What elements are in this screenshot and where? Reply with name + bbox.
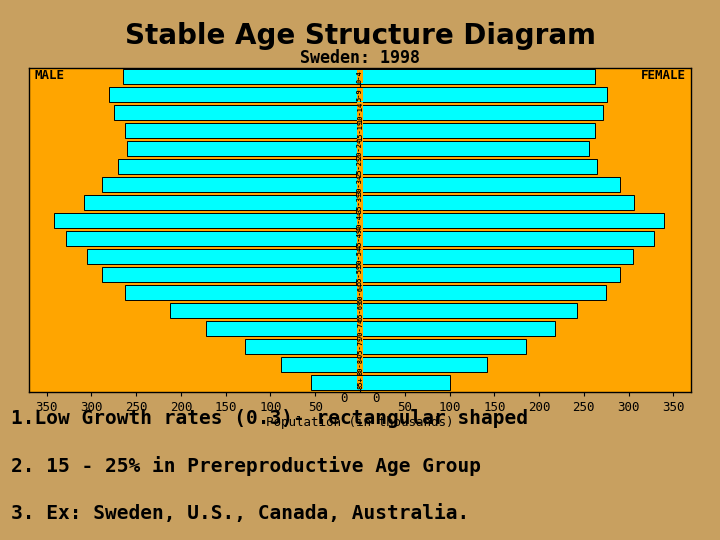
Bar xyxy=(360,339,526,354)
Bar xyxy=(125,123,360,138)
Text: 80-84: 80-84 xyxy=(357,354,363,375)
Text: 35-39: 35-39 xyxy=(357,192,363,213)
Bar xyxy=(360,267,620,282)
Bar xyxy=(114,105,360,120)
Bar xyxy=(360,357,487,372)
Text: 50-54: 50-54 xyxy=(357,246,363,267)
Text: 20-24: 20-24 xyxy=(357,138,363,159)
Bar xyxy=(360,375,449,390)
Bar xyxy=(360,177,620,192)
Text: 3. Ex: Sweden, U.S., Canada, Australia.: 3. Ex: Sweden, U.S., Canada, Australia. xyxy=(11,504,469,523)
X-axis label: Population (in thousands): Population (in thousands) xyxy=(266,416,454,429)
Text: 30-34: 30-34 xyxy=(357,174,363,195)
Bar xyxy=(109,87,360,102)
Bar xyxy=(118,159,360,174)
Bar xyxy=(127,141,360,156)
Bar xyxy=(311,375,360,390)
Text: 60-64: 60-64 xyxy=(357,282,363,303)
Text: 25-29: 25-29 xyxy=(357,156,363,177)
Text: 0: 0 xyxy=(372,392,380,404)
Text: 70-74: 70-74 xyxy=(357,318,363,339)
Text: 40-44: 40-44 xyxy=(357,210,363,231)
Bar xyxy=(360,285,606,300)
Bar xyxy=(360,87,607,102)
Bar xyxy=(360,69,595,84)
Text: 45-49: 45-49 xyxy=(357,228,363,249)
Bar xyxy=(360,213,665,228)
Text: 75-79: 75-79 xyxy=(357,336,363,357)
Text: 55-59: 55-59 xyxy=(357,264,363,285)
Bar xyxy=(360,195,634,210)
Bar xyxy=(360,231,654,246)
Text: FEMALE: FEMALE xyxy=(641,69,686,82)
Bar xyxy=(102,177,360,192)
Bar xyxy=(282,357,360,372)
Bar xyxy=(246,339,360,354)
Bar xyxy=(87,249,360,264)
Text: MALE: MALE xyxy=(34,69,64,82)
Bar xyxy=(206,321,360,336)
Title: Sweden: 1998: Sweden: 1998 xyxy=(300,49,420,68)
Bar xyxy=(125,285,360,300)
Bar xyxy=(84,195,360,210)
Text: 5-9: 5-9 xyxy=(357,88,363,101)
Bar xyxy=(360,303,577,318)
Bar xyxy=(102,267,360,282)
Text: 0: 0 xyxy=(340,392,348,404)
Text: 1.Low Growth rates (0.3)- rectangular shaped: 1.Low Growth rates (0.3)- rectangular sh… xyxy=(11,409,528,428)
Text: 85+: 85+ xyxy=(357,376,363,389)
Bar xyxy=(360,249,633,264)
Text: Stable Age Structure Diagram: Stable Age Structure Diagram xyxy=(125,23,595,50)
Bar xyxy=(360,123,595,138)
Text: 15-19: 15-19 xyxy=(357,120,363,141)
Bar xyxy=(360,159,597,174)
Bar xyxy=(123,69,360,84)
Bar xyxy=(54,213,360,228)
Text: 10-14: 10-14 xyxy=(357,102,363,123)
Text: 65-69: 65-69 xyxy=(357,300,363,321)
Text: 2. 15 - 25% in Prereproductive Age Group: 2. 15 - 25% in Prereproductive Age Group xyxy=(11,456,481,476)
Bar xyxy=(360,105,603,120)
Bar xyxy=(360,141,589,156)
Bar xyxy=(66,231,360,246)
Text: 0-4: 0-4 xyxy=(357,70,363,83)
Bar xyxy=(360,321,555,336)
Bar xyxy=(170,303,360,318)
